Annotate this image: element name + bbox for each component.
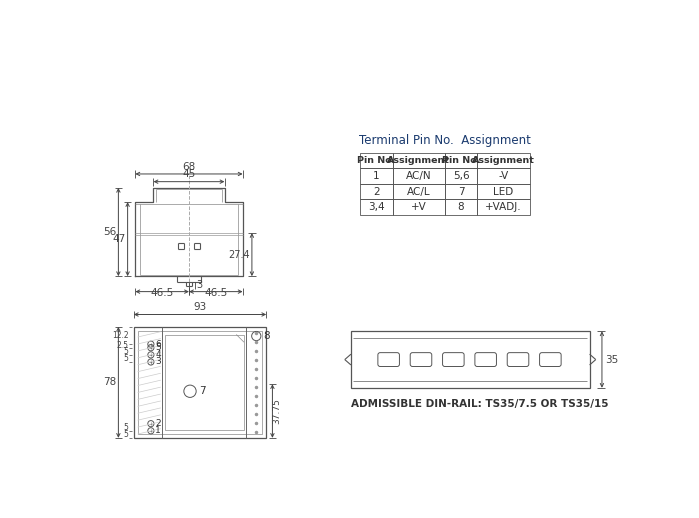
- Bar: [445, 168, 477, 184]
- Text: 7: 7: [458, 186, 464, 196]
- Bar: [360, 199, 393, 214]
- Text: 2.5: 2.5: [117, 341, 129, 351]
- Bar: [477, 199, 530, 214]
- Text: AC/L: AC/L: [407, 186, 431, 196]
- Text: 47: 47: [112, 234, 125, 244]
- Bar: [360, 184, 393, 199]
- Text: 4: 4: [155, 350, 161, 359]
- Text: Terminal Pin No.  Assignment: Terminal Pin No. Assignment: [359, 134, 531, 147]
- Bar: [477, 184, 530, 199]
- Text: Assignment: Assignment: [472, 156, 535, 165]
- Text: Pin No.: Pin No.: [357, 156, 396, 165]
- Text: 1: 1: [373, 171, 380, 181]
- Text: 3: 3: [196, 280, 203, 291]
- Text: 2: 2: [373, 186, 380, 196]
- Bar: [393, 199, 445, 214]
- Text: +VADJ.: +VADJ.: [485, 202, 521, 212]
- Bar: [134, 327, 266, 438]
- Text: 56: 56: [103, 227, 116, 237]
- Text: 5,6: 5,6: [453, 171, 469, 181]
- Bar: [477, 153, 530, 168]
- Text: 27.4: 27.4: [228, 250, 250, 260]
- Text: 45: 45: [182, 169, 196, 179]
- Text: ADMISSIBLE DIN-RAIL: TS35/7.5 OR TS35/15: ADMISSIBLE DIN-RAIL: TS35/7.5 OR TS35/15: [351, 399, 608, 409]
- Text: 78: 78: [103, 378, 116, 387]
- Text: 5: 5: [155, 343, 161, 352]
- Bar: [445, 199, 477, 214]
- Text: 8: 8: [458, 202, 464, 212]
- Text: 7: 7: [199, 386, 206, 396]
- Bar: [138, 330, 262, 434]
- Text: 1: 1: [155, 426, 161, 435]
- Text: 37.75: 37.75: [273, 398, 282, 424]
- Text: 8: 8: [264, 331, 270, 341]
- Bar: [360, 153, 393, 168]
- Text: 35: 35: [605, 355, 619, 365]
- Text: -V: -V: [498, 171, 508, 181]
- Text: 12.2: 12.2: [112, 331, 129, 340]
- Text: 5: 5: [124, 347, 129, 356]
- Bar: [393, 184, 445, 199]
- Bar: [393, 168, 445, 184]
- Text: +V: +V: [411, 202, 426, 212]
- Bar: [445, 184, 477, 199]
- Text: 46.5: 46.5: [204, 288, 227, 298]
- Text: AC/N: AC/N: [406, 171, 431, 181]
- Text: Pin No.: Pin No.: [442, 156, 480, 165]
- Text: 5: 5: [124, 430, 129, 439]
- Bar: [477, 168, 530, 184]
- Text: 2: 2: [155, 419, 161, 428]
- Text: 5: 5: [124, 354, 129, 363]
- Bar: [351, 332, 590, 388]
- Text: LED: LED: [493, 186, 514, 196]
- Text: Assignment: Assignment: [387, 156, 450, 165]
- Bar: [393, 153, 445, 168]
- Text: 6: 6: [155, 340, 161, 349]
- Text: 3,4: 3,4: [368, 202, 384, 212]
- Text: 3: 3: [155, 357, 161, 367]
- Bar: [445, 153, 477, 168]
- Bar: [360, 168, 393, 184]
- Text: 5: 5: [124, 423, 129, 431]
- Text: 46.5: 46.5: [150, 288, 174, 298]
- Text: 93: 93: [194, 302, 207, 312]
- Text: 68: 68: [182, 162, 196, 171]
- Bar: [164, 335, 244, 430]
